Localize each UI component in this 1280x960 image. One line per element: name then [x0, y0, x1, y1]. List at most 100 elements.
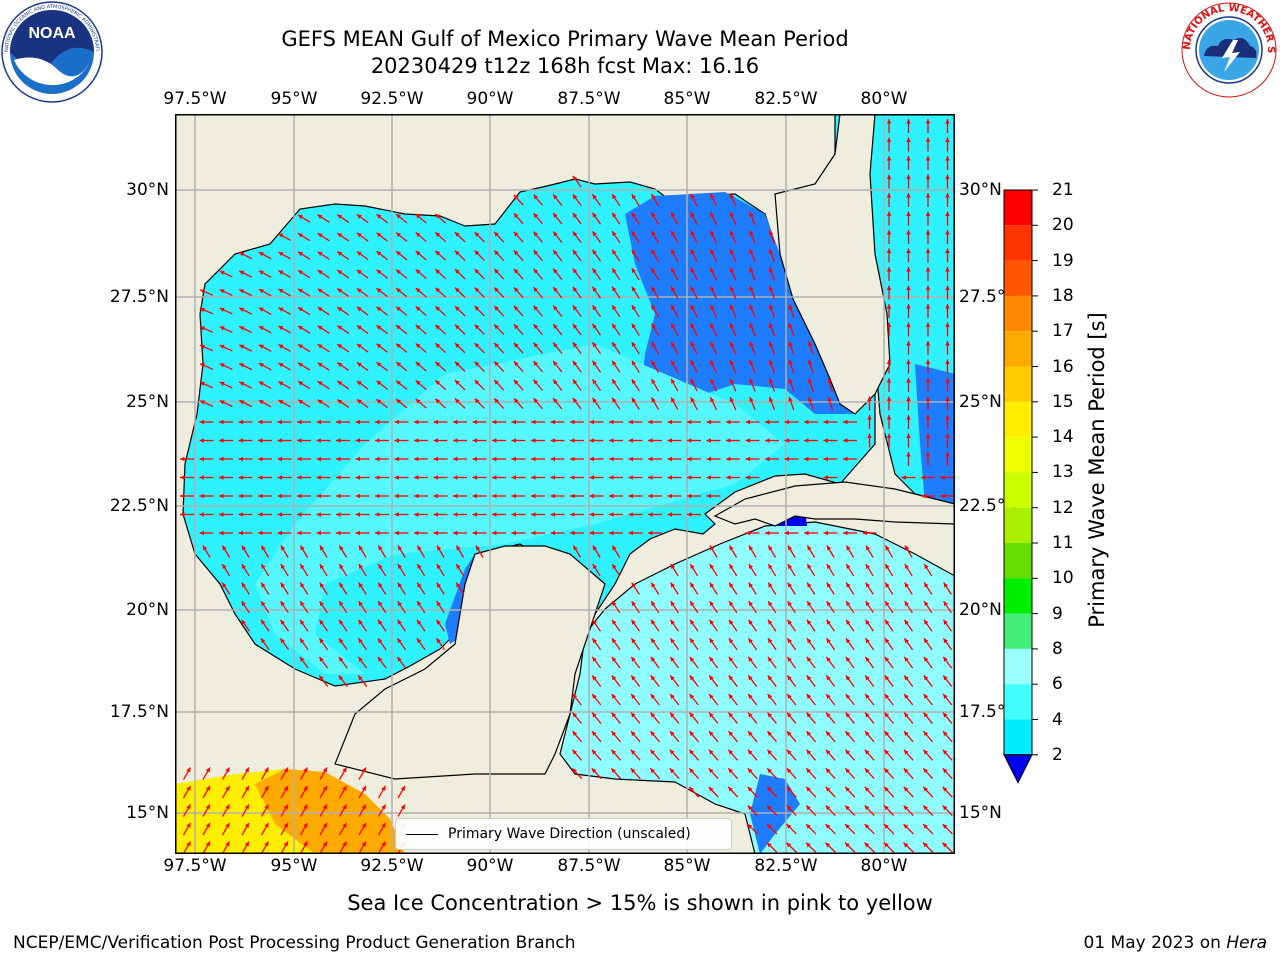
wave-arrow: [219, 512, 233, 517]
wave-arrow: [906, 322, 911, 337]
wave-arrow: [492, 493, 506, 499]
wave-arrow: [864, 804, 875, 817]
wave-arrow: [906, 304, 911, 318]
wave-arrow: [845, 675, 855, 687]
wave-arrow: [238, 288, 253, 297]
wave-arrow: [277, 456, 292, 462]
wave-arrow: [610, 767, 622, 780]
wave-arrow: [786, 767, 797, 780]
wave-arrow: [550, 456, 565, 462]
wave-arrow: [552, 342, 563, 354]
wave-arrow: [319, 822, 328, 836]
wave-arrow: [906, 378, 911, 392]
wave-arrow: [611, 637, 621, 651]
wave-arrow: [844, 842, 856, 853]
wave-arrow: [942, 749, 953, 761]
wave-arrow: [474, 398, 485, 409]
wave-arrow: [768, 341, 776, 355]
wave-arrow: [611, 563, 621, 577]
wave-arrow: [765, 419, 779, 425]
wave-arrow: [923, 582, 933, 595]
wave-arrow: [708, 730, 719, 743]
wave-arrow: [533, 231, 543, 243]
wave-arrow: [241, 841, 250, 854]
wave-arrow: [297, 380, 311, 390]
wave-arrow: [864, 823, 875, 835]
wave-arrow: [903, 823, 914, 835]
colorbar-tick-label: 11: [1052, 533, 1074, 553]
wave-arrow: [945, 267, 950, 281]
wave-arrow: [591, 397, 602, 410]
wave-arrow: [904, 545, 913, 558]
wave-arrow: [825, 712, 836, 724]
wave-arrow: [434, 231, 447, 243]
wave-arrow: [786, 675, 797, 687]
wave-arrow: [219, 344, 233, 352]
wave-arrow: [338, 619, 348, 632]
wave-arrow: [669, 749, 680, 761]
wave-arrow: [650, 712, 660, 724]
wave-arrow: [570, 456, 584, 462]
wave-arrow: [199, 475, 214, 480]
wave-arrow: [884, 693, 894, 706]
wave-arrow: [823, 438, 838, 443]
wave-arrow: [768, 304, 776, 318]
wave-arrow: [669, 675, 680, 687]
wave-arrow: [318, 619, 329, 632]
wave-arrow: [942, 637, 953, 651]
wave-arrow: [690, 267, 698, 281]
wave-arrow: [533, 342, 543, 354]
wave-arrow: [766, 823, 778, 835]
wave-arrow: [550, 530, 565, 536]
wave-arrow: [260, 619, 270, 632]
wave-arrow: [886, 415, 892, 429]
wave-arrow: [277, 530, 292, 536]
wave-arrow: [533, 323, 543, 336]
wave-arrow: [258, 270, 272, 278]
wave-arrow: [729, 322, 737, 337]
wave-arrow: [513, 268, 524, 280]
wave-arrow: [631, 249, 640, 262]
lon-label: 92.5°W: [360, 89, 424, 109]
lon-label: 97.5°W: [163, 89, 227, 109]
wave-arrow: [416, 619, 426, 632]
wave-arrow: [826, 582, 835, 595]
wave-arrow: [316, 512, 331, 517]
wave-arrow: [609, 438, 623, 443]
wave-arrow: [533, 249, 543, 262]
wave-arrow: [199, 512, 214, 517]
wave-arrow: [317, 269, 330, 279]
wave-arrow: [395, 324, 408, 335]
wave-arrow: [883, 842, 895, 853]
colorbar-segment: [1004, 648, 1032, 685]
wave-arrow: [925, 119, 931, 133]
wave-arrow: [765, 456, 779, 462]
wave-arrow: [297, 493, 311, 499]
wave-arrow: [589, 493, 604, 499]
wave-arrow: [706, 456, 721, 462]
wave-arrow: [416, 582, 426, 595]
wave-arrow: [670, 249, 679, 262]
wave-arrow: [531, 438, 545, 443]
wave-arrow: [375, 475, 389, 480]
wave-arrow: [784, 419, 799, 425]
wave-arrow: [806, 582, 816, 595]
wave-arrow: [552, 212, 563, 225]
wave-arrow: [787, 600, 796, 614]
wave-arrow: [572, 342, 582, 354]
wave-arrow: [219, 288, 233, 297]
wave-arrow: [630, 637, 641, 651]
wave-arrow: [687, 456, 701, 462]
wave-arrow: [786, 619, 797, 632]
wave-arrow: [199, 400, 214, 407]
wave-arrow: [492, 456, 506, 462]
wave-arrow: [786, 786, 797, 798]
colorbar-tick-label: 18: [1052, 285, 1074, 306]
wave-arrow: [375, 530, 389, 536]
wave-arrow: [808, 396, 814, 411]
wave-arrow: [805, 804, 817, 817]
wave-arrow: [630, 749, 641, 761]
wave-arrow: [377, 804, 387, 817]
footer-organization: NCEP/EMC/Verification Post Processing Pr…: [13, 933, 576, 953]
wave-arrow: [825, 786, 836, 798]
